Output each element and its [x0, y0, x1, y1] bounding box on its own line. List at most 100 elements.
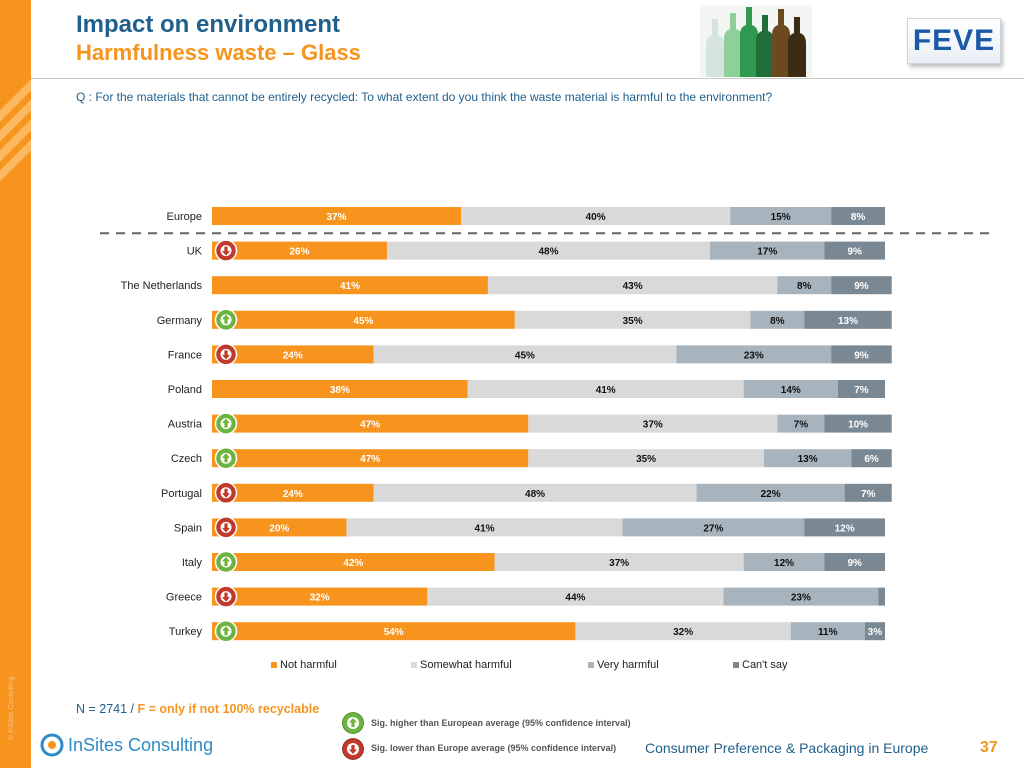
bar-segment	[837, 380, 885, 398]
bar-segment	[427, 587, 724, 606]
bar-segment	[723, 587, 879, 606]
data-label: 7%	[794, 420, 809, 431]
bar-segment	[528, 449, 764, 468]
bar-segment	[346, 518, 623, 537]
bar-segment	[487, 276, 778, 295]
bar-segment	[696, 483, 845, 502]
bar-segment	[844, 483, 892, 502]
data-label: 48%	[538, 247, 558, 258]
sig-lower-text: Sig. lower than Europe average (95% conf…	[371, 743, 617, 753]
page-title: Impact on environment	[76, 11, 341, 38]
bar-segment	[212, 622, 576, 641]
bar-segment	[851, 449, 892, 468]
bar-segment	[212, 345, 374, 364]
data-label: 12%	[835, 523, 855, 534]
insites-logo: InSites Consulting	[40, 733, 213, 757]
category-label: Germany	[157, 315, 203, 327]
data-label: 35%	[623, 316, 643, 327]
legend-swatch	[588, 662, 594, 668]
data-label: 3%	[868, 627, 883, 638]
data-label: 40%	[586, 212, 606, 223]
survey-question: Q : For the materials that cannot be ent…	[76, 90, 773, 104]
report-title: Consumer Preference & Packaging in Europ…	[645, 740, 929, 756]
bar-segment	[514, 310, 751, 329]
data-label: 41%	[596, 385, 616, 396]
arrow-down-icon	[222, 350, 230, 360]
legend-label: Can't say	[742, 659, 788, 671]
sample-size-note: N = 2741 / F = only if not 100% recyclab…	[76, 702, 319, 716]
bar-segment	[831, 345, 892, 364]
legend-very-harmful: Very harmful	[588, 659, 659, 671]
insites-ring-icon	[40, 733, 64, 757]
bar-segment	[212, 587, 428, 606]
bar-segment	[710, 241, 825, 260]
legend-label: Very harmful	[597, 659, 659, 671]
data-label: 43%	[623, 281, 643, 292]
data-label: 8%	[797, 281, 812, 292]
bar-segment	[743, 553, 825, 571]
bar-segment	[878, 587, 885, 606]
data-label: 8%	[851, 212, 866, 223]
bar-segment	[575, 622, 791, 641]
data-label: 7%	[861, 489, 876, 500]
legend-somewhat-harmful: Somewhat harmful	[411, 659, 512, 671]
bar-segment	[373, 483, 697, 502]
data-label: 44%	[565, 593, 585, 604]
legend-label: Not harmful	[280, 659, 337, 671]
bar-segment	[750, 310, 805, 329]
bar-segment	[386, 241, 711, 260]
bar-segment	[824, 241, 885, 260]
bar-segment	[831, 276, 892, 295]
page-subtitle: Harmfulness waste – Glass	[76, 40, 361, 65]
bar-segment	[212, 414, 529, 433]
arrow-up-icon	[222, 557, 230, 566]
arrow-down-icon	[222, 592, 230, 602]
sidebar-accent: © InSites Consulting	[0, 0, 31, 768]
data-label: 47%	[360, 420, 380, 431]
legend-swatch	[271, 662, 277, 668]
bar-segment	[864, 622, 885, 641]
bar-segment	[824, 553, 885, 571]
bar-segment	[467, 380, 744, 398]
bar-segment	[676, 345, 832, 364]
data-label: 24%	[283, 350, 303, 361]
company-name: InSites Consulting	[68, 734, 214, 755]
arrow-down-icon	[222, 488, 230, 498]
data-label: 23%	[744, 350, 764, 361]
data-label: 10%	[848, 420, 868, 431]
arrow-up-icon	[222, 453, 230, 463]
category-label: Turkey	[169, 626, 203, 638]
data-label: 38%	[330, 385, 350, 396]
bar-segment	[804, 518, 885, 537]
data-label: 27%	[703, 523, 723, 534]
bar-segment	[212, 483, 374, 502]
category-label: Austria	[168, 419, 203, 431]
bar-segment	[804, 310, 892, 329]
bar-segment	[763, 449, 852, 468]
data-label: 9%	[854, 350, 869, 361]
data-label: 13%	[838, 316, 858, 327]
page-number: 37	[980, 739, 998, 756]
data-label: 24%	[283, 489, 303, 500]
data-label: 12%	[774, 558, 794, 569]
data-label: 23%	[791, 593, 811, 604]
category-label: Europe	[167, 211, 202, 223]
data-label: 9%	[847, 247, 862, 258]
data-label: 45%	[353, 316, 373, 327]
data-label: 48%	[525, 489, 545, 500]
category-label: Portugal	[161, 488, 202, 500]
sig-lower-icon	[342, 738, 364, 760]
data-label: 13%	[798, 454, 818, 465]
sig-higher-text: Sig. higher than European average (95% c…	[371, 718, 631, 728]
bar-segment	[373, 345, 677, 364]
bar-segment	[824, 414, 892, 433]
bar-segment	[212, 553, 495, 571]
bar-segment	[494, 553, 744, 571]
legend-not-harmful: Not harmful	[271, 659, 337, 671]
bar-segment	[790, 622, 865, 641]
bar-segment	[831, 207, 885, 225]
data-label: 41%	[340, 281, 360, 292]
data-label: 54%	[384, 627, 404, 638]
data-label: 45%	[515, 350, 535, 361]
